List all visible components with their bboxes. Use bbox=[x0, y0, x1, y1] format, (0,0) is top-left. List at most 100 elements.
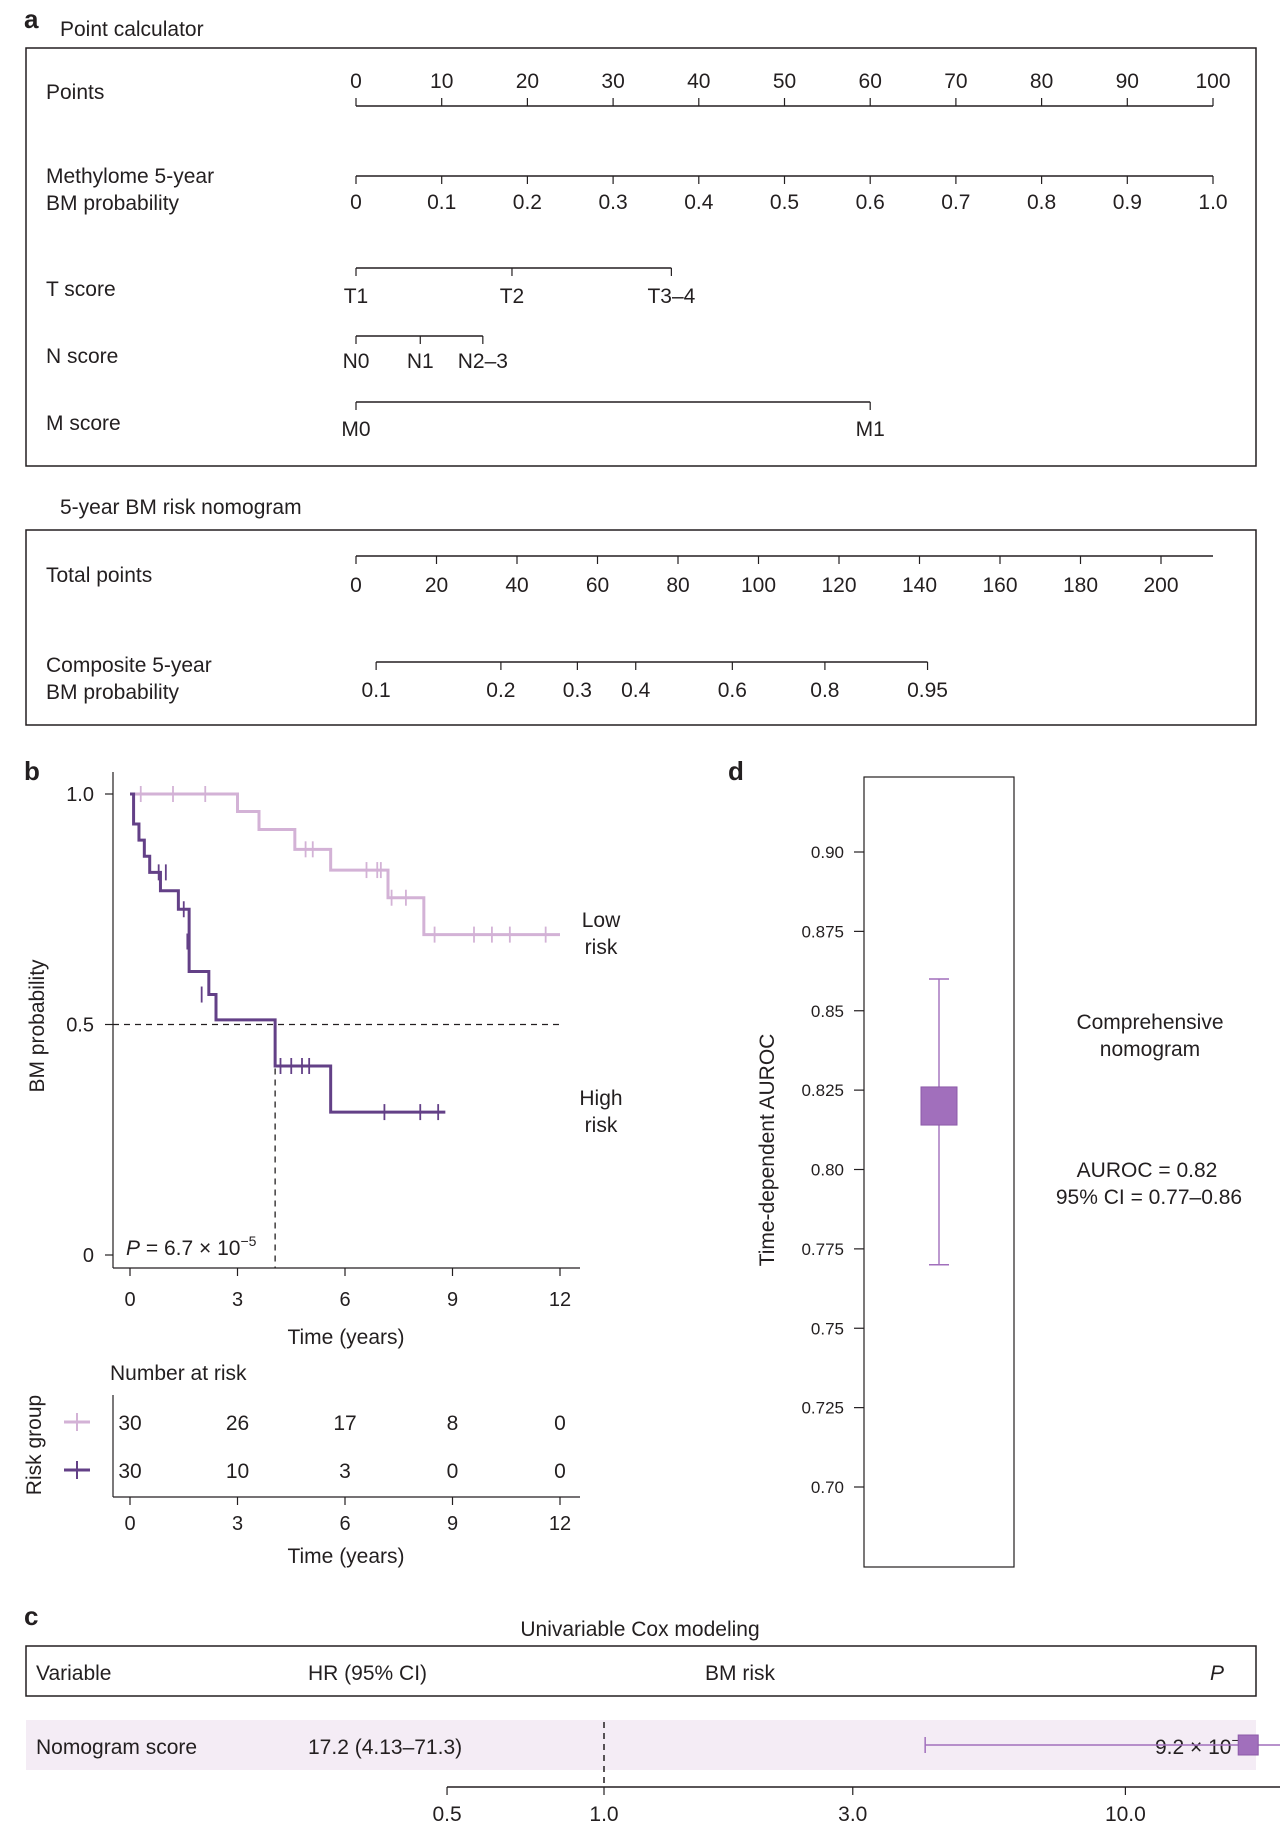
point-calculator-title: Point calculator bbox=[60, 18, 204, 41]
col-variable: Variable bbox=[36, 1662, 112, 1685]
risk-x-tick-label-2: 6 bbox=[339, 1513, 350, 1535]
point-calculator-box bbox=[25, 47, 1257, 467]
composite-tick-label-4: 0.6 bbox=[718, 679, 747, 702]
composite-probability-axis: 0.1 0.2 0.3 0.4 0.6 0.8 0.95 bbox=[362, 661, 948, 702]
methylome-tick-label-10: 1.0 bbox=[1198, 191, 1227, 214]
risk-x-tick-label-3: 9 bbox=[447, 1513, 458, 1535]
p-value-text: P = 6.7 × 10−5 bbox=[126, 1233, 257, 1260]
auroc-y-tick-label-8: 0.90 bbox=[811, 843, 844, 862]
auroc-y-tick-label-0: 0.70 bbox=[811, 1478, 844, 1497]
composite-tick-label-1: 0.2 bbox=[486, 679, 515, 702]
auroc-y-ticks: 0.70 0.725 0.75 0.775 0.80 0.825 0.85 0.875 0.90 bbox=[801, 843, 864, 1497]
total-tick-label-8: 160 bbox=[982, 574, 1017, 597]
points-tick-label-3: 30 bbox=[601, 70, 624, 93]
col-bm-risk: BM risk bbox=[705, 1662, 775, 1685]
auroc-y-tick-label-2: 0.75 bbox=[811, 1319, 844, 1338]
methylome-tick-label-8: 0.8 bbox=[1027, 191, 1056, 214]
low-risk-count-0: 30 bbox=[118, 1412, 141, 1435]
risk-x-tick-label-0: 0 bbox=[124, 1513, 135, 1535]
low-risk-legend-marker bbox=[64, 1413, 90, 1431]
low-risk-count-2: 17 bbox=[333, 1412, 356, 1435]
km-y-tick-label-2: 1.0 bbox=[66, 784, 94, 806]
risk-table-title: Number at risk bbox=[110, 1362, 247, 1385]
risk-x-tick-label-1: 3 bbox=[232, 1513, 243, 1535]
total-tick-label-10: 200 bbox=[1143, 574, 1178, 597]
t-tick-label-0: T1 bbox=[344, 285, 369, 308]
forest-hr-marker bbox=[1237, 1734, 1259, 1756]
total-tick-label-2: 40 bbox=[505, 574, 528, 597]
n-tick-label-0: N0 bbox=[343, 350, 370, 373]
total-tick-label-6: 120 bbox=[821, 574, 856, 597]
methylome-tick-label-5: 0.5 bbox=[770, 191, 799, 214]
methylome-tick-label-0: 0 bbox=[350, 191, 362, 214]
forest-tick-label-1: 1.0 bbox=[589, 1803, 618, 1826]
points-label: Points bbox=[46, 81, 104, 104]
n-score-axis: N0 N1 N2–3 bbox=[343, 335, 508, 373]
p-value-exponent: −5 bbox=[240, 1233, 256, 1249]
methylome-tick-label-1: 0.1 bbox=[427, 191, 456, 214]
km-x-tick-label-0: 0 bbox=[124, 1289, 135, 1311]
methylome-tick-label-6: 0.6 bbox=[856, 191, 885, 214]
km-y-tick-label-0: 0 bbox=[83, 1245, 94, 1267]
composite-tick-label-2: 0.3 bbox=[563, 679, 592, 702]
auroc-frame bbox=[863, 776, 1015, 1568]
points-tick-label-2: 20 bbox=[516, 70, 539, 93]
t-score-axis: T1 T2 T3–4 bbox=[344, 267, 696, 308]
auroc-y-tick-label-3: 0.775 bbox=[801, 1240, 844, 1259]
high-risk-count-4: 0 bbox=[554, 1460, 566, 1483]
panel-a-letter: a bbox=[24, 4, 39, 34]
total-tick-label-9: 180 bbox=[1063, 574, 1098, 597]
auroc-y-tick-label-4: 0.80 bbox=[811, 1161, 844, 1180]
points-tick-label-5: 50 bbox=[773, 70, 796, 93]
points-tick-label-7: 70 bbox=[944, 70, 967, 93]
risk-group-label: Risk group bbox=[23, 1395, 46, 1495]
m-tick-label-0: M0 bbox=[341, 418, 370, 441]
km-x-tick-label-1: 3 bbox=[232, 1289, 243, 1311]
median-reference-lines bbox=[113, 1023, 560, 1268]
high-risk-label-line2: risk bbox=[585, 1114, 618, 1137]
methylome-axis: 0 0.1 0.2 0.3 0.4 0.5 0.6 0.7 0.8 0.9 1.0 bbox=[350, 175, 1228, 214]
km-y-ticks: 0 0.5 1.0 bbox=[66, 784, 113, 1267]
t-tick-label-2: T3–4 bbox=[647, 285, 695, 308]
low-risk-label-line1: Low bbox=[582, 909, 621, 932]
points-tick-label-9: 90 bbox=[1116, 70, 1139, 93]
row-variable: Nomogram score bbox=[36, 1736, 197, 1759]
n-tick-label-1: N1 bbox=[407, 350, 434, 373]
km-curves bbox=[130, 786, 560, 1121]
n-tick-label-2: N2–3 bbox=[458, 350, 508, 373]
high-risk-count-3: 0 bbox=[447, 1460, 459, 1483]
low-risk-count-1: 26 bbox=[226, 1412, 249, 1435]
total-tick-label-4: 80 bbox=[666, 574, 689, 597]
auroc-mark bbox=[920, 978, 958, 1266]
col-p: P bbox=[1210, 1662, 1224, 1685]
col-hr: HR (95% CI) bbox=[308, 1662, 427, 1685]
risk-table: Number at risk Risk group 30 26 17 8 030 10 3 0… bbox=[23, 1362, 580, 1568]
nomogram-title: 5-year BM risk nomogram bbox=[60, 496, 302, 519]
comprehensive-label-line1: Comprehensive bbox=[1076, 1011, 1223, 1034]
high-risk-count-1: 10 bbox=[226, 1460, 249, 1483]
panel-b-letter: b bbox=[24, 756, 40, 786]
high-risk-label-line1: High bbox=[579, 1087, 622, 1110]
high-risk-count-0: 30 bbox=[118, 1460, 141, 1483]
cox-title: Univariable Cox modeling bbox=[520, 1618, 759, 1641]
auroc-ci-text: 95% CI = 0.77–0.86 bbox=[1056, 1186, 1242, 1209]
points-tick-label-6: 60 bbox=[859, 70, 882, 93]
high-risk-curve bbox=[130, 792, 446, 1114]
panel-d-letter: d bbox=[728, 756, 744, 786]
km-x-tick-label-2: 6 bbox=[339, 1289, 350, 1311]
total-tick-label-3: 60 bbox=[586, 574, 609, 597]
auroc-y-tick-label-7: 0.875 bbox=[801, 922, 844, 941]
risk-table-x-label: Time (years) bbox=[287, 1545, 404, 1568]
composite-tick-label-5: 0.8 bbox=[810, 679, 839, 702]
low-risk-label-line2: risk bbox=[585, 936, 618, 959]
low-risk-curve bbox=[130, 792, 560, 937]
p-value-mantissa: = 6.7 × 10 bbox=[140, 1237, 240, 1260]
km-plot: 0 0.5 1.0 0 3 6 9 12 BM probability Time (year… bbox=[26, 772, 623, 1349]
high-risk-legend-marker bbox=[64, 1461, 90, 1479]
m-tick-label-1: M1 bbox=[856, 418, 885, 441]
auroc-y-tick-label-6: 0.85 bbox=[811, 1002, 844, 1021]
composite-label-line1: Composite 5-year bbox=[46, 654, 212, 677]
forest-tick-label-0: 0.5 bbox=[432, 1803, 461, 1826]
km-x-tick-label-3: 9 bbox=[447, 1289, 458, 1311]
